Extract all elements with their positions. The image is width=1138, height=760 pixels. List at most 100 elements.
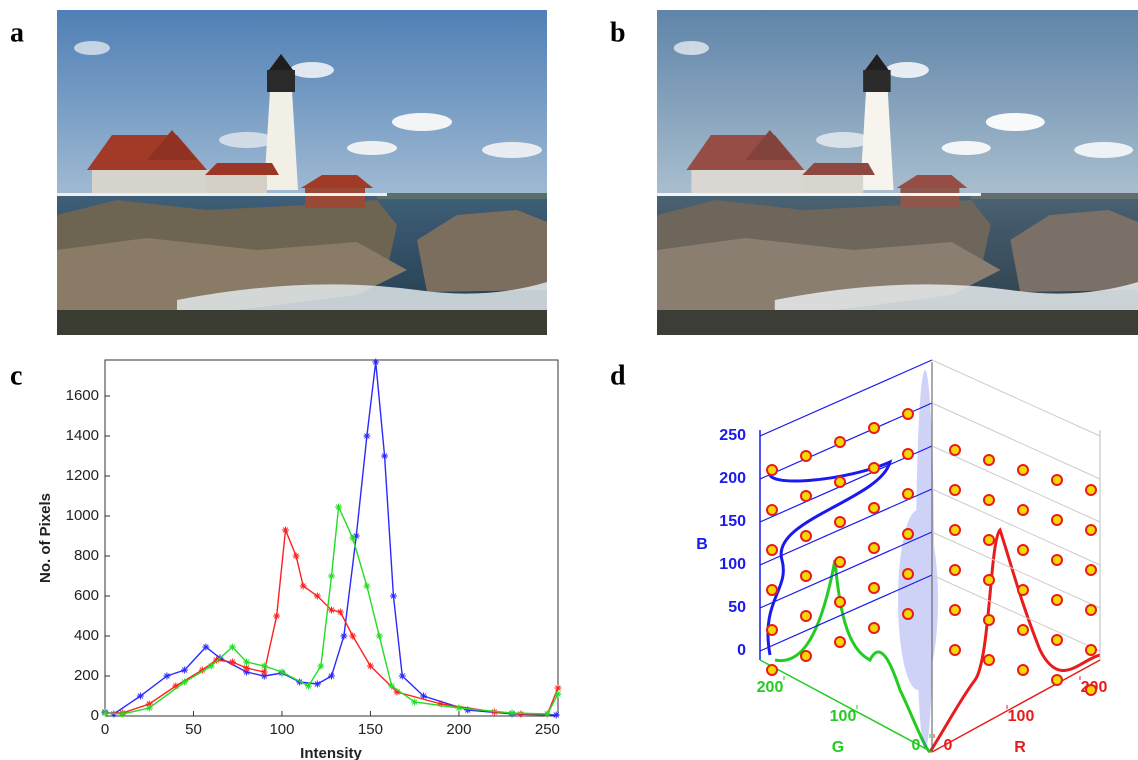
sample-point xyxy=(1017,584,1029,596)
sample-point xyxy=(1051,674,1063,686)
sample-point xyxy=(766,584,778,596)
r-tick-label: 0 xyxy=(944,737,953,754)
b-tick-label: 50 xyxy=(728,599,746,616)
point-marker xyxy=(363,582,371,590)
sample-point xyxy=(949,524,961,536)
point-marker xyxy=(437,700,445,708)
r-axis-title: R xyxy=(1014,739,1026,756)
b-tick-label: 100 xyxy=(719,556,746,573)
point-marker xyxy=(411,698,419,706)
sample-point xyxy=(983,614,995,626)
sample-point xyxy=(800,490,812,502)
series-line xyxy=(104,504,559,715)
point-marker xyxy=(508,709,516,717)
sample-point xyxy=(983,534,995,546)
point-marker xyxy=(340,632,348,640)
y-tick-label: 0 xyxy=(91,707,99,724)
sample-point xyxy=(949,484,961,496)
sample-point xyxy=(983,574,995,586)
photo-original xyxy=(57,10,547,335)
sample-point xyxy=(1017,664,1029,676)
sample-point xyxy=(800,570,812,582)
y-axis-title: No. of Pixels xyxy=(37,493,54,583)
y-tick-label: 1600 xyxy=(66,387,99,404)
sample-point xyxy=(902,568,914,580)
point-marker xyxy=(420,692,428,700)
x-tick-label: 200 xyxy=(446,721,471,738)
sample-point xyxy=(949,444,961,456)
panel-label: d xyxy=(610,360,626,391)
b-grid-line xyxy=(759,445,933,523)
b-grid-line xyxy=(759,531,933,609)
g-tick-label: 200 xyxy=(757,679,784,696)
point-marker xyxy=(228,658,236,666)
sample-point xyxy=(949,644,961,656)
sample-point xyxy=(766,464,778,476)
sample-point xyxy=(1017,464,1029,476)
point-marker xyxy=(278,668,286,676)
point-marker xyxy=(363,432,371,440)
point-marker xyxy=(145,704,153,712)
point-marker xyxy=(202,643,210,651)
point-marker xyxy=(389,592,397,600)
point-marker xyxy=(328,672,335,680)
g-tick-label: 100 xyxy=(830,708,857,725)
sample-point xyxy=(902,488,914,500)
sample-point xyxy=(1017,624,1029,636)
sample-point xyxy=(834,556,846,568)
point-marker xyxy=(181,666,189,674)
y-tick-label: 800 xyxy=(74,547,99,564)
sample-point xyxy=(983,494,995,506)
b-grid-line xyxy=(931,531,1101,609)
point-marker xyxy=(366,662,374,670)
sample-point xyxy=(766,624,778,636)
point-marker xyxy=(352,532,360,540)
sample-point xyxy=(1051,554,1063,566)
point-marker xyxy=(172,682,180,690)
point-marker xyxy=(228,643,236,651)
point-marker xyxy=(198,666,206,674)
b-grid-line xyxy=(931,402,1101,480)
point-marker xyxy=(335,503,343,511)
point-marker xyxy=(328,606,335,614)
panel-label: c xyxy=(10,360,22,391)
sample-point xyxy=(1017,544,1029,556)
b-grid-line xyxy=(931,359,1101,437)
b-grid-line xyxy=(931,488,1101,566)
point-marker xyxy=(517,710,525,718)
b-tick-label: 0 xyxy=(737,642,746,659)
point-marker xyxy=(554,690,562,698)
point-marker xyxy=(317,662,325,670)
sample-point xyxy=(800,650,812,662)
sample-point xyxy=(868,542,880,554)
point-marker xyxy=(119,710,127,718)
x-tick-label: 100 xyxy=(269,721,294,738)
sample-point xyxy=(1085,684,1097,696)
sample-point xyxy=(1051,474,1063,486)
point-marker xyxy=(145,700,153,708)
sample-point xyxy=(868,502,880,514)
y-tick-label: 1200 xyxy=(66,467,99,484)
point-marker xyxy=(260,668,268,676)
sample-point xyxy=(834,596,846,608)
b-tick-label: 150 xyxy=(719,513,746,530)
point-marker xyxy=(336,608,344,616)
b-tick-label: 250 xyxy=(719,427,746,444)
point-marker xyxy=(181,678,189,686)
sample-point xyxy=(868,462,880,474)
point-marker xyxy=(393,688,401,696)
plot-frame xyxy=(104,359,559,717)
g-axis-title: G xyxy=(832,739,844,756)
projection-curves xyxy=(766,459,1101,754)
sample-point xyxy=(1085,564,1097,576)
point-marker xyxy=(552,711,560,719)
point-marker xyxy=(207,662,215,670)
point-marker xyxy=(349,632,357,640)
point-marker xyxy=(554,684,562,692)
sample-point xyxy=(1051,634,1063,646)
point-marker xyxy=(163,672,171,680)
point-marker xyxy=(260,672,268,680)
sample-point xyxy=(1085,604,1097,616)
b-grid-line xyxy=(759,488,933,566)
